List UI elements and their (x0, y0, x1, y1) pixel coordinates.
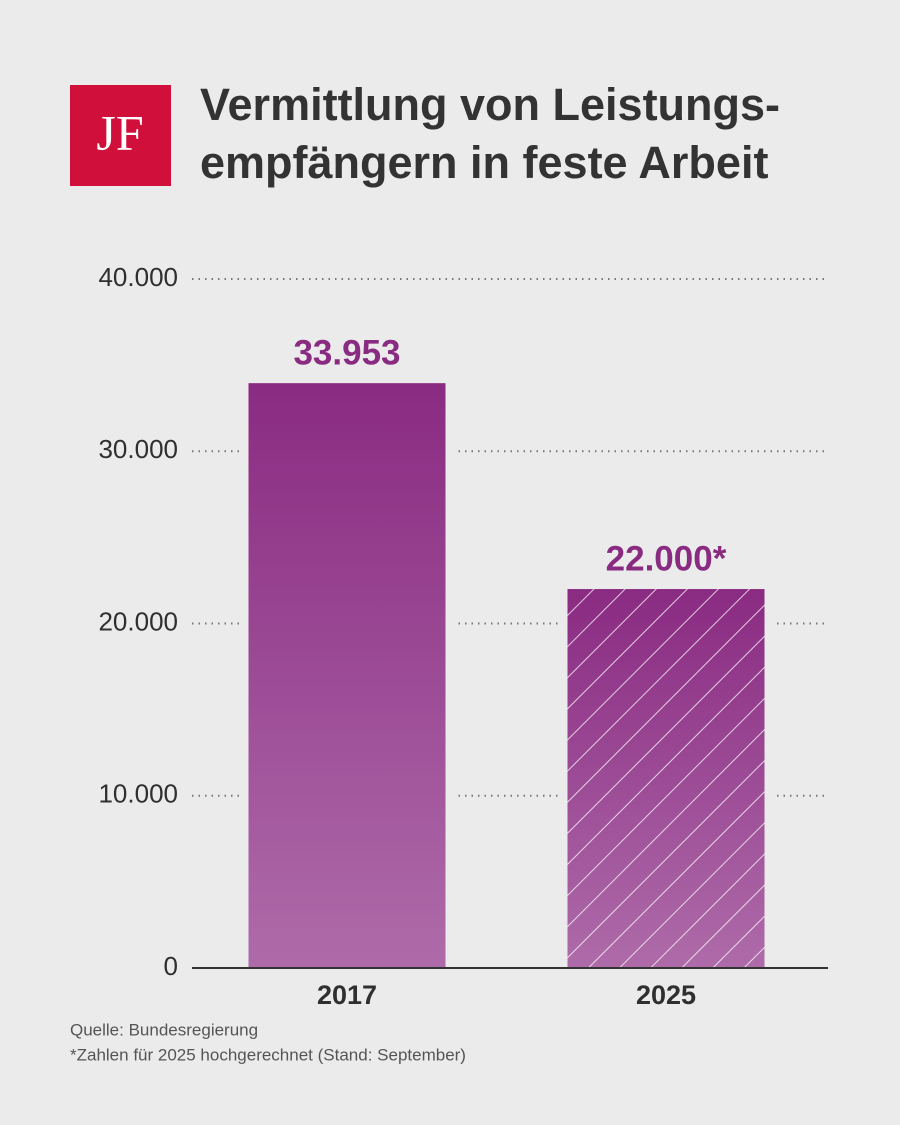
y-tick-label: 0 (164, 951, 178, 981)
logo-box (70, 85, 171, 186)
x-tick-label: 2017 (317, 980, 377, 1010)
chart-title: empfängern in feste Arbeit (200, 137, 768, 188)
bar (248, 383, 446, 969)
y-tick-label: 30.000 (98, 434, 178, 464)
value-label: 33.953 (293, 333, 400, 372)
note: *Zahlen für 2025 hochgerechnet (Stand: S… (70, 1045, 466, 1064)
y-tick-label: 10.000 (98, 779, 178, 809)
chart-title: Vermittlung von Leistungs- (200, 79, 780, 130)
bar-hatch (567, 589, 765, 968)
source: Quelle: Bundesregierung (70, 1020, 258, 1039)
y-tick-label: 40.000 (98, 262, 178, 292)
logo: JF (96, 104, 143, 160)
value-label: 22.000* (606, 539, 727, 578)
x-tick-label: 2025 (636, 980, 696, 1010)
y-tick-label: 20.000 (98, 606, 178, 636)
